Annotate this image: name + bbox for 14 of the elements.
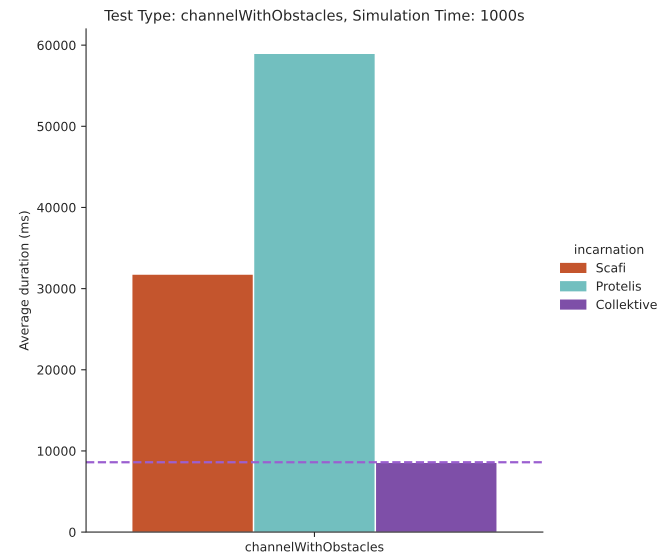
- y-axis-title: Average duration (ms): [18, 211, 32, 351]
- legend-label: Scafi: [596, 262, 625, 272]
- legend-label: Protelis: [596, 281, 641, 291]
- y-tick-label: 50000: [38, 122, 76, 132]
- y-tick-label: 20000: [37, 365, 76, 375]
- y-tick-label: 40000: [37, 202, 76, 212]
- y-tick-label: 10000: [38, 446, 76, 456]
- y-tick-label: 60000: [37, 40, 76, 50]
- legend-label: Collektive: [596, 299, 657, 310]
- chart-title: Test Type: channelWithObstacles, Simulation Time: 1000s: [104, 10, 524, 24]
- legend-title: incarnation: [575, 244, 644, 254]
- y-tick-label: 30000: [38, 284, 76, 294]
- x-tick-label: channelWithObstacles: [246, 542, 384, 552]
- y-tick-label: 0: [69, 528, 76, 538]
